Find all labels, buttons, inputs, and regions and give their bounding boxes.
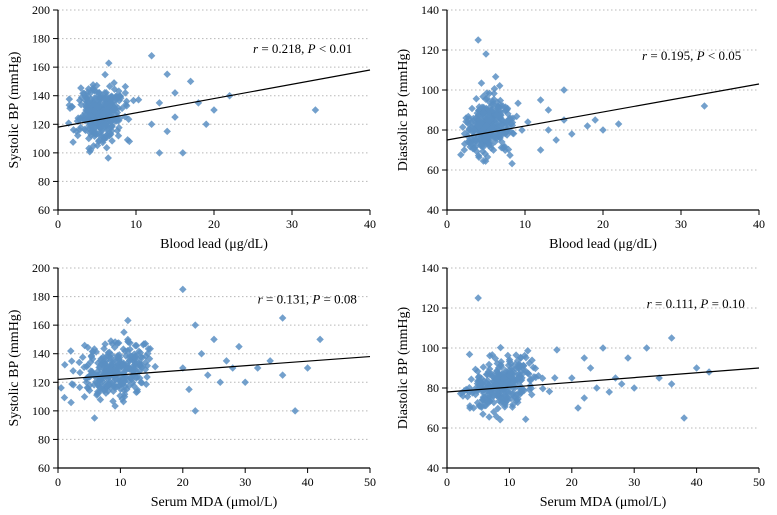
y-axis-label: Systolic BP (mmHg) [7, 309, 22, 426]
x-tick-label: 0 [55, 217, 61, 231]
y-tick-label: 140 [32, 89, 50, 103]
panel-A: 0 10 20 30 40 60 80 100 120 140 160 180 200 Blood lea… [0, 0, 389, 258]
panel-C: 0 10 20 30 40 50 60 80 100 120 140 160 180 200 Serum M… [0, 258, 389, 515]
x-tick-label: 40 [753, 217, 765, 231]
x-tick-label: 30 [239, 475, 251, 489]
y-tick-label: 80 [427, 123, 439, 137]
x-tick-label: 0 [55, 475, 61, 489]
y-tick-label: 100 [32, 403, 50, 417]
x-axis-label: Blood lead (μg/dL) [160, 237, 268, 252]
y-tick-label: 180 [32, 32, 50, 46]
x-axis-label: Blood lead (μg/dL) [549, 237, 657, 252]
x-tick-label: 20 [597, 217, 609, 231]
y-tick-label: 180 [32, 289, 50, 303]
stat-annotation: r = 0.131, P = 0.08 [258, 291, 357, 306]
x-tick-label: 30 [286, 217, 298, 231]
y-tick-label: 120 [32, 117, 50, 131]
panel-D: 0 10 20 30 40 50 40 60 80 100 120 140 Serum MDA (μmo… [389, 258, 777, 515]
y-axis-label: Diastolic BP (mmHg) [396, 306, 411, 429]
y-tick-label: 60 [427, 421, 439, 435]
y-tick-label: 100 [32, 146, 50, 160]
y-tick-label: 120 [421, 301, 439, 315]
x-tick-label: 40 [690, 475, 702, 489]
x-tick-label: 0 [444, 475, 450, 489]
stat-annotation: r = 0.195, P < 0.05 [642, 48, 741, 63]
y-tick-label: 80 [38, 432, 50, 446]
y-tick-label: 80 [427, 381, 439, 395]
y-tick-label: 40 [427, 203, 439, 217]
x-tick-label: 20 [208, 217, 220, 231]
scatter-panel-A: 0 10 20 30 40 60 80 100 120 140 160 180 200 Blood lea… [0, 0, 388, 257]
x-tick-label: 10 [130, 217, 142, 231]
x-tick-label: 10 [519, 217, 531, 231]
y-tick-label: 60 [38, 203, 50, 217]
y-tick-label: 160 [32, 60, 50, 74]
y-tick-label: 100 [421, 83, 439, 97]
stat-annotation: r = 0.218, P < 0.01 [253, 41, 352, 56]
x-tick-label: 50 [364, 475, 376, 489]
y-tick-label: 120 [32, 375, 50, 389]
x-tick-label: 30 [628, 475, 640, 489]
y-tick-label: 200 [32, 3, 50, 17]
x-axis-label: Serum MDA (μmol/L) [539, 495, 666, 510]
scatter-panel-C: 0 10 20 30 40 50 60 80 100 120 140 160 180 200 Serum M… [0, 258, 388, 515]
stat-annotation: r = 0.111, P = 0.10 [646, 296, 744, 311]
y-axis-label: Systolic BP (mmHg) [7, 51, 22, 168]
x-tick-label: 40 [302, 475, 314, 489]
x-tick-label: 30 [675, 217, 687, 231]
y-tick-label: 140 [32, 346, 50, 360]
scatter-panel-grid: 0102030406080100120140160180200Blood lea… [0, 0, 777, 515]
y-tick-label: 120 [421, 43, 439, 57]
y-tick-label: 160 [32, 318, 50, 332]
y-tick-label: 140 [421, 3, 439, 17]
y-tick-label: 60 [427, 163, 439, 177]
y-tick-label: 140 [421, 261, 439, 275]
y-tick-label: 200 [32, 261, 50, 275]
y-tick-label: 80 [38, 174, 50, 188]
scatter-panel-D: 0 10 20 30 40 50 40 60 80 100 120 140 Serum MDA (μmo… [389, 258, 777, 515]
x-tick-label: 20 [177, 475, 189, 489]
x-tick-label: 0 [444, 217, 450, 231]
x-tick-label: 10 [503, 475, 515, 489]
x-tick-label: 50 [753, 475, 765, 489]
x-axis-label: Serum MDA (μmol/L) [151, 495, 278, 510]
panel-B: 0 10 20 30 40 40 60 80 100 120 140 Blood lead (μg/d… [389, 0, 777, 258]
y-tick-label: 100 [421, 341, 439, 355]
x-tick-label: 20 [565, 475, 577, 489]
y-tick-label: 40 [427, 461, 439, 475]
x-tick-label: 10 [114, 475, 126, 489]
scatter-panel-B: 0 10 20 30 40 40 60 80 100 120 140 Blood lead (μg/d… [389, 0, 777, 257]
y-tick-label: 60 [38, 461, 50, 475]
x-tick-label: 40 [364, 217, 376, 231]
y-axis-label: Diastolic BP (mmHg) [396, 48, 411, 171]
